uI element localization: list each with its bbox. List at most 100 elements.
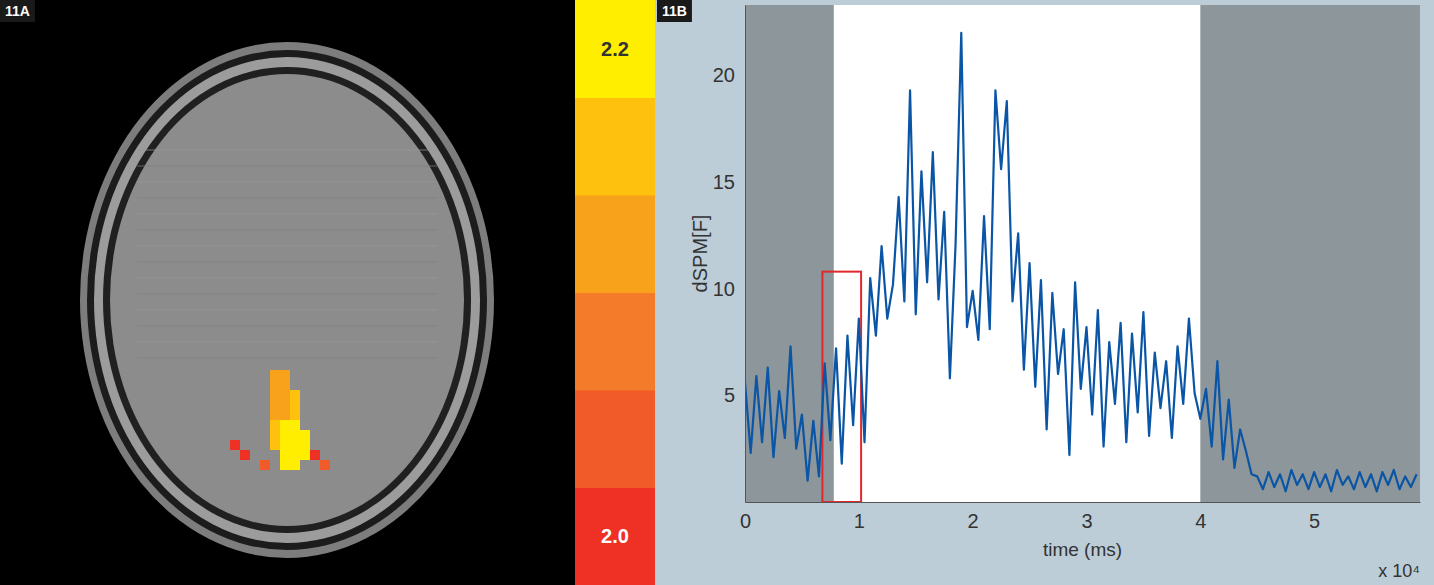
- y-axis-title: dSPM[F]: [689, 215, 711, 293]
- colorbar-block: [575, 0, 655, 98]
- brain-texture: [137, 181, 437, 183]
- activation-cell: [280, 410, 290, 420]
- y-tick: 20: [713, 64, 745, 86]
- activation-cell: [230, 440, 240, 450]
- series-line: [745, 33, 1417, 492]
- x-tick: 0: [740, 502, 751, 532]
- brain-texture: [137, 245, 437, 247]
- y-tick-label: 10: [713, 278, 735, 300]
- brain-texture: [137, 149, 437, 151]
- y-tick-label: 15: [713, 171, 735, 193]
- activation-cell: [300, 430, 310, 440]
- activation-cell: [290, 430, 300, 440]
- brain-texture: [137, 341, 437, 343]
- x-tick: 5: [1309, 502, 1320, 532]
- activation-cell: [270, 420, 280, 430]
- activation-cell: [310, 450, 320, 460]
- activation-cell: [280, 450, 290, 460]
- activation-cell: [280, 370, 290, 380]
- x-axis-line: [746, 502, 1421, 503]
- activation-cell: [300, 450, 310, 460]
- panel-a: [0, 0, 575, 585]
- y-tick-label: 20: [713, 64, 735, 86]
- x-tick-label: 5: [1309, 510, 1320, 532]
- panel-letter-box: [657, 0, 692, 22]
- colorbar-block: [575, 390, 655, 488]
- brain-texture: [137, 293, 437, 295]
- activation-cell: [270, 370, 280, 380]
- x-tick-label: 4: [1195, 510, 1206, 532]
- x-axis: 0 1 2 3 4 5: [740, 502, 1421, 532]
- plot-background: [745, 5, 1420, 502]
- activation-cell: [290, 390, 300, 400]
- colorbar: 2.0 2.2: [575, 0, 655, 585]
- activation-cell: [290, 450, 300, 460]
- activation-cell: [300, 440, 310, 450]
- colorbar-block: [575, 293, 655, 391]
- colorbar-block: [575, 195, 655, 293]
- brain-texture: [137, 325, 437, 327]
- panel-letter-box: [0, 0, 35, 22]
- activation-cell: [290, 460, 300, 470]
- panel-letter-text: 11A: [5, 3, 30, 19]
- brain-texture: [137, 357, 437, 359]
- colorbar-block: [575, 98, 655, 196]
- brain-texture: [137, 261, 437, 263]
- image-background: [0, 0, 575, 585]
- panel-letter: 11B: [657, 0, 692, 22]
- activation-cell: [270, 410, 280, 420]
- shaded-region: [1200, 5, 1420, 502]
- panel-background: [655, 0, 1434, 585]
- brain-texture: [137, 229, 437, 231]
- brain-texture: [137, 213, 437, 215]
- activation-cell: [290, 420, 300, 430]
- activation-cell: [260, 460, 270, 470]
- y-axis-line: [745, 6, 746, 503]
- panel-b: 5101520012345dSPM[F]time (ms)x 10⁴: [655, 0, 1434, 585]
- y-axis: 5101520: [713, 6, 746, 503]
- x-tick-label: 3: [1081, 510, 1092, 532]
- y-tick: 15: [713, 171, 745, 193]
- activation-cell: [290, 410, 300, 420]
- skull-outer: [87, 50, 487, 550]
- activation: [230, 370, 330, 470]
- activation-cell: [280, 400, 290, 410]
- activation-cell: [270, 400, 280, 410]
- activation-cell: [280, 380, 290, 390]
- scalp: [80, 42, 494, 558]
- activation-cell: [280, 460, 290, 470]
- colorbar-block: [575, 488, 655, 585]
- colorbar-tick-label: 2.2: [601, 38, 629, 60]
- panel-letter-text: 11B: [662, 3, 687, 19]
- activation-cell: [270, 430, 280, 440]
- x-tick-label: 1: [854, 510, 865, 532]
- x-tick-label: 2: [968, 510, 979, 532]
- activation-cell: [290, 400, 300, 410]
- activation-cell: [270, 380, 280, 390]
- brain: [110, 74, 464, 526]
- colorbar-tick-label: 2.0: [601, 525, 629, 547]
- panel-letter: 11A: [0, 0, 35, 22]
- activation-cell: [280, 440, 290, 450]
- activation-cell: [280, 390, 290, 400]
- activation-cell: [270, 390, 280, 400]
- figure: 2.02.25101520012345dSPM[F]time (ms)x 10⁴…: [0, 0, 1434, 585]
- activation-cell: [270, 440, 280, 450]
- activation-cell: [320, 460, 330, 470]
- csf: [103, 67, 471, 533]
- x-tick: 3: [1081, 502, 1092, 532]
- x-axis-exponent: x 10⁴: [1378, 561, 1420, 581]
- y-tick: 10: [713, 278, 745, 300]
- skull: [94, 57, 480, 543]
- activation-cell: [280, 420, 290, 430]
- plot-area: [745, 5, 1420, 502]
- activation-cell: [240, 450, 250, 460]
- x-tick: 4: [1195, 502, 1206, 532]
- activation-cell: [290, 440, 300, 450]
- activation-cell: [280, 430, 290, 440]
- x-axis-title: time (ms): [1043, 539, 1122, 560]
- brain-texture: [137, 309, 437, 311]
- brain-texture: [137, 165, 437, 167]
- x-tick: 1: [854, 502, 865, 532]
- brain-texture: [137, 277, 437, 279]
